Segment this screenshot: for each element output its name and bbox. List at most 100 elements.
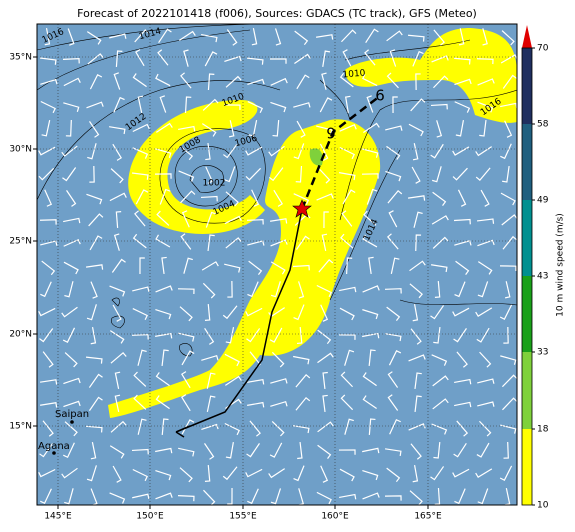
wind-barb <box>227 280 233 298</box>
wind-barb <box>502 397 517 411</box>
wind-barb <box>295 165 303 183</box>
wind-barb <box>293 425 310 434</box>
wind-barb <box>500 424 517 434</box>
wind-barb <box>476 58 494 65</box>
wind-barb <box>156 122 173 133</box>
wind-barb <box>225 442 234 459</box>
wind-barb <box>205 211 217 228</box>
wind-barb <box>135 49 145 67</box>
wind-barb <box>368 418 376 436</box>
wind-barb <box>114 371 121 389</box>
wind-barb <box>201 33 218 43</box>
lon-label: 155°E <box>229 512 257 522</box>
wind-barb <box>245 146 263 156</box>
wind-barb <box>245 307 263 317</box>
colorbar: 10 18 33 43 49 58 70 <box>521 25 549 511</box>
wind-barb <box>204 51 218 67</box>
wind-barb <box>89 165 95 183</box>
wind-barb <box>479 119 487 137</box>
wind-barb <box>500 143 512 160</box>
wind-barb <box>204 464 211 482</box>
wind-barb <box>132 73 147 88</box>
wind-barb <box>89 74 103 90</box>
wind-barb <box>413 211 423 228</box>
wind-barb <box>62 57 80 64</box>
wind-barb <box>408 423 426 431</box>
wind-barb <box>90 442 97 460</box>
wind-barb <box>368 349 376 367</box>
wind-barb <box>67 28 75 46</box>
wind-barb <box>362 148 379 158</box>
wind-barb <box>368 256 374 275</box>
wind-barb <box>154 173 172 179</box>
wind-barb <box>320 465 329 483</box>
wind-barb <box>273 189 283 207</box>
wind-barb <box>339 468 355 482</box>
wind-barb <box>294 53 311 65</box>
wind-barb <box>38 307 56 317</box>
wind-barb <box>61 145 78 157</box>
wind-barb <box>184 96 192 114</box>
wind-barb <box>89 235 103 251</box>
wind-barb <box>201 261 219 271</box>
wind-barb <box>201 354 219 361</box>
wind-barb <box>157 49 169 66</box>
wind-barb <box>179 145 194 161</box>
wind-barb <box>110 351 127 364</box>
wind-barb <box>320 304 329 322</box>
wind-barb <box>272 119 280 137</box>
wind-barb <box>431 55 449 63</box>
wind-barb <box>85 425 103 433</box>
wind-barb <box>362 492 380 500</box>
wind-barb <box>409 283 423 299</box>
wind-barb <box>475 468 493 478</box>
wind-barb <box>86 193 103 205</box>
map-frame <box>36 23 518 506</box>
wind-barb <box>502 74 517 89</box>
wind-barb <box>155 148 172 158</box>
wind-barb <box>155 234 171 248</box>
wind-barb <box>477 239 495 247</box>
wind-barb <box>366 188 378 205</box>
wind-barb <box>457 189 467 207</box>
wind-barb <box>86 31 102 45</box>
wind-barb <box>271 351 285 368</box>
wind-barb <box>246 328 261 343</box>
lon-label: 150°E <box>136 512 164 522</box>
wind-barb <box>181 210 190 228</box>
wind-barb <box>295 374 311 388</box>
wind-barb <box>293 355 310 365</box>
wind-barb <box>64 421 78 437</box>
wind-barb <box>247 488 259 505</box>
wind-barb <box>42 351 54 368</box>
wind-barb <box>339 493 357 500</box>
wind-barb <box>296 326 303 345</box>
wind-barb <box>222 305 238 320</box>
wind-barb <box>132 147 149 159</box>
wind-barb <box>341 210 353 227</box>
wind-barb <box>430 143 444 159</box>
wind-barb <box>338 449 356 455</box>
wind-barb <box>407 195 426 201</box>
wind-barb <box>453 57 471 65</box>
wind-area <box>108 119 381 419</box>
wind-barb <box>316 34 334 40</box>
wind-barb <box>44 28 51 46</box>
wind-barb <box>364 49 376 66</box>
wind-barb <box>388 350 402 366</box>
place-label: Saipan <box>55 409 89 420</box>
wind-barb <box>246 219 264 225</box>
wind-barb <box>386 30 403 42</box>
wind-barb <box>454 78 472 86</box>
wind-barb <box>134 29 150 43</box>
wind-barb <box>90 327 97 345</box>
wind-barb <box>362 447 380 454</box>
wind-barb <box>415 73 421 91</box>
wind-barb <box>271 421 285 437</box>
colorbar-tick-label: 49 <box>537 196 549 206</box>
wind-area <box>128 100 265 234</box>
wind-barb <box>431 264 448 273</box>
wind-barb <box>227 487 233 505</box>
wind-barb <box>245 167 262 181</box>
